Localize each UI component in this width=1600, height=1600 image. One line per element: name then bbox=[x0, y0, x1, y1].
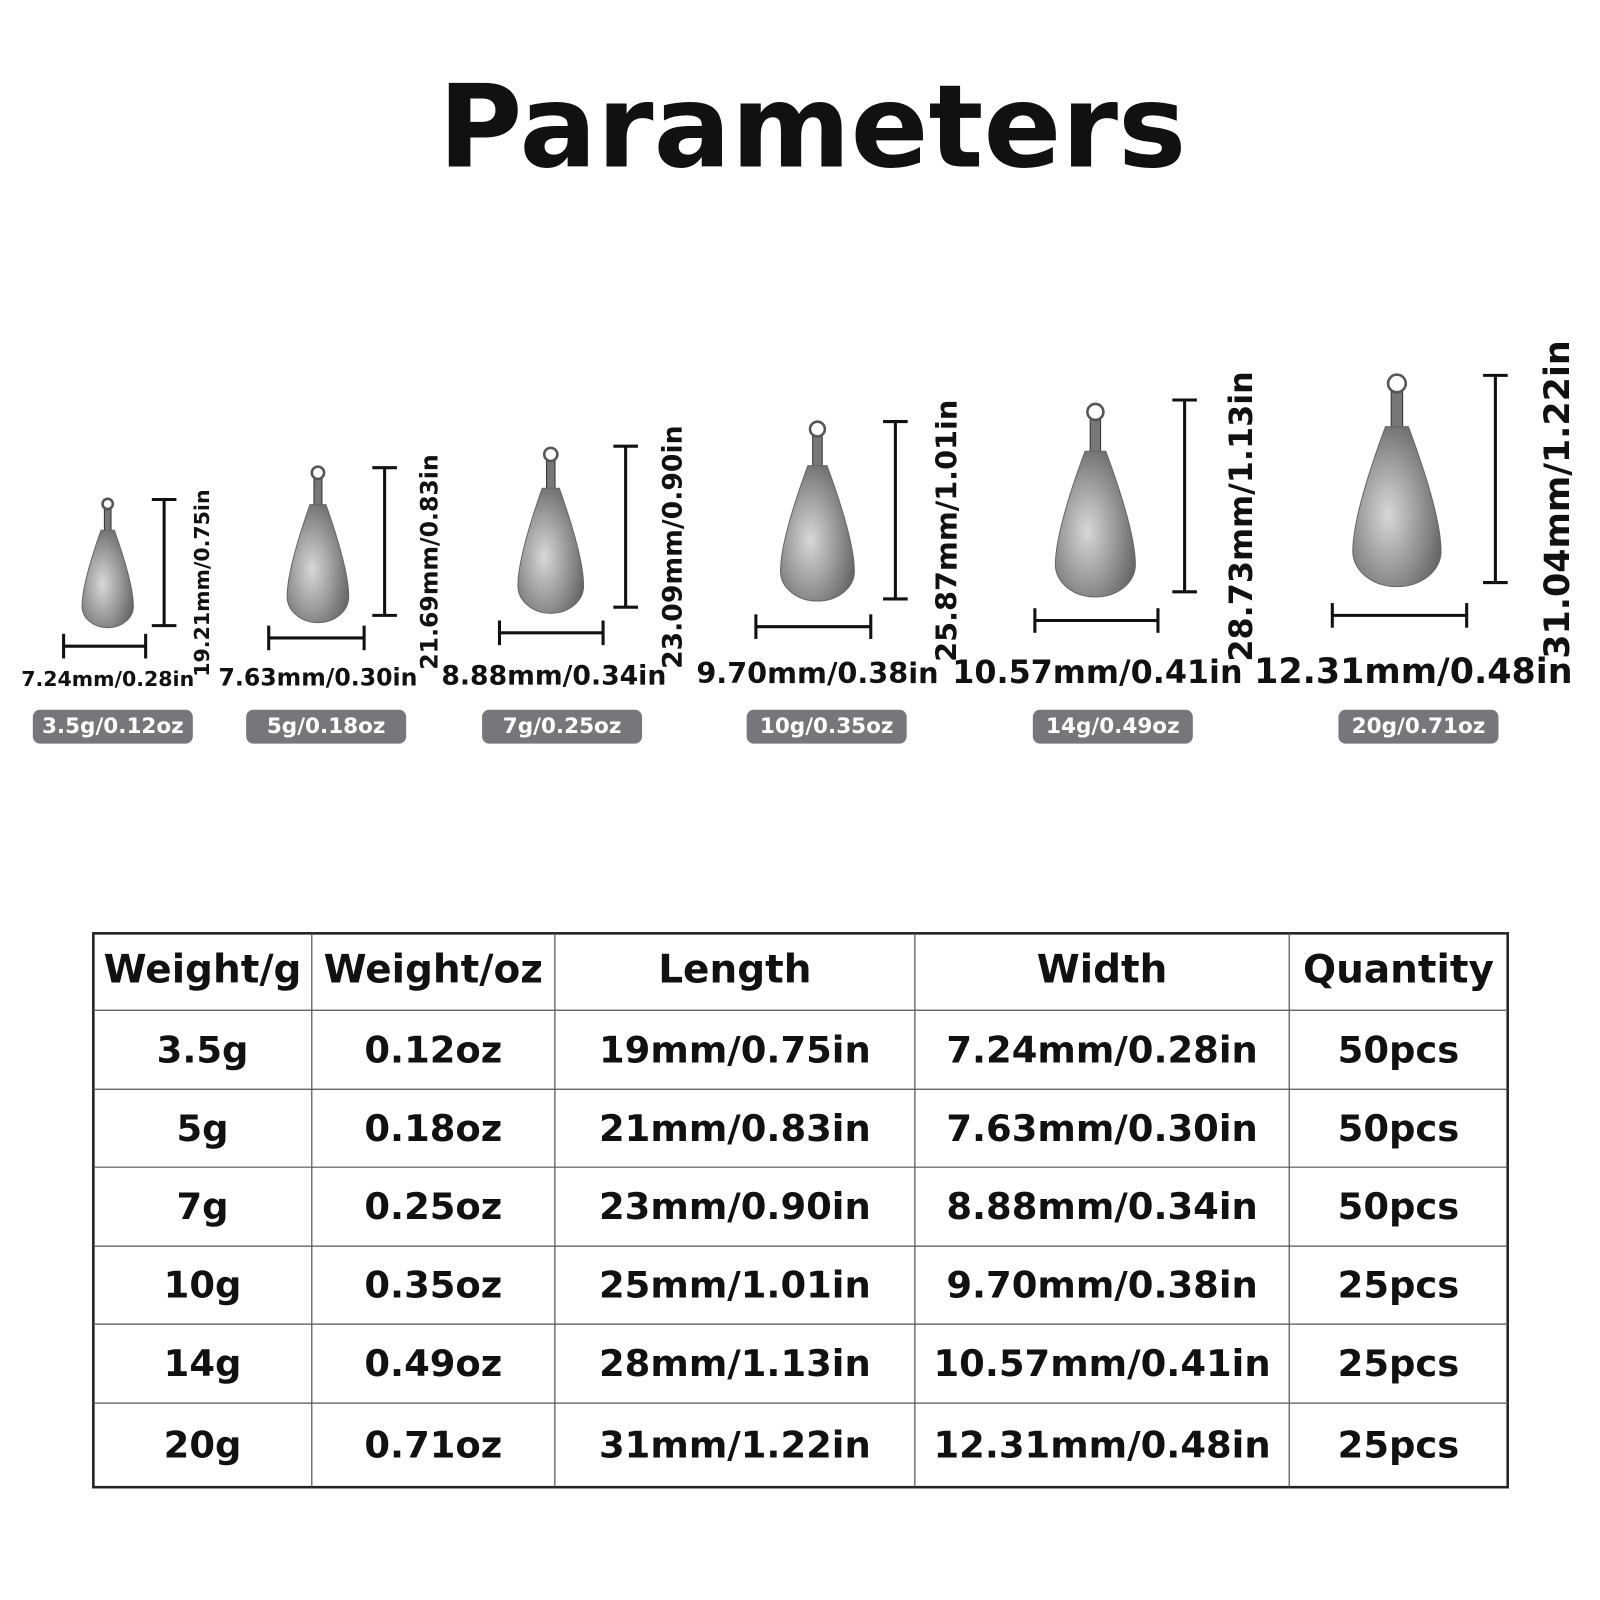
swivel bbox=[1089, 418, 1102, 455]
table-cell: 7.24mm/0.28in bbox=[946, 1028, 1257, 1071]
table-header: Width bbox=[1037, 947, 1168, 992]
table-cell: 0.35oz bbox=[364, 1264, 502, 1307]
table-cell: 3.5g bbox=[157, 1028, 249, 1071]
swivel-ring bbox=[101, 497, 115, 511]
table-cell: 31mm/1.22in bbox=[599, 1424, 871, 1467]
weight-badge bbox=[1032, 709, 1193, 744]
table-cell: 0.18oz bbox=[364, 1107, 502, 1150]
table-cell: 10g bbox=[164, 1264, 242, 1307]
table-cell: 50pcs bbox=[1338, 1107, 1460, 1150]
table-cell: 25pcs bbox=[1338, 1342, 1460, 1385]
sinker bbox=[286, 504, 350, 624]
height-label: 28.73mm/1.13in bbox=[1223, 371, 1260, 661]
weight-label: 10g/0.35oz bbox=[760, 714, 894, 739]
weight-label: 3.5g/0.12oz bbox=[42, 714, 184, 739]
table-cell: 0.12oz bbox=[364, 1028, 502, 1071]
table-cell: 0.25oz bbox=[364, 1185, 502, 1228]
weight-label: 20g/0.71oz bbox=[1352, 714, 1486, 739]
height-label: 31.04mm/1.22in bbox=[1538, 340, 1578, 658]
table-header: Weight/g bbox=[104, 947, 302, 992]
table-cell: 21mm/0.83in bbox=[599, 1107, 871, 1150]
swivel bbox=[812, 435, 823, 469]
table-border bbox=[92, 932, 1509, 1489]
weight-label: 5g/0.18oz bbox=[267, 714, 386, 739]
table-cell: 5g bbox=[177, 1107, 229, 1150]
swivel bbox=[1390, 390, 1404, 431]
table-cell: 28mm/1.13in bbox=[599, 1342, 871, 1385]
width-label: 8.88mm/0.34in bbox=[441, 660, 666, 691]
swivel-ring bbox=[1086, 402, 1105, 422]
table-cell: 19mm/0.75in bbox=[599, 1028, 871, 1071]
swivel-ring bbox=[310, 465, 326, 481]
weight-badge bbox=[1338, 709, 1499, 744]
swivel-ring bbox=[808, 420, 827, 438]
swivel-ring bbox=[542, 446, 559, 463]
table-header: Quantity bbox=[1303, 947, 1494, 992]
swivel-ring bbox=[1386, 373, 1408, 394]
table-cell: 50pcs bbox=[1338, 1028, 1460, 1071]
table-header: Length bbox=[658, 947, 811, 992]
table-cell: 7.63mm/0.30in bbox=[946, 1107, 1257, 1150]
table-cell: 23mm/0.90in bbox=[599, 1185, 871, 1228]
width-label: 7.63mm/0.30in bbox=[218, 663, 417, 691]
width-label: 9.70mm/0.38in bbox=[696, 656, 938, 690]
table-cell: 12.31mm/0.48in bbox=[933, 1424, 1270, 1467]
table-cell: 50pcs bbox=[1338, 1185, 1460, 1228]
table-cell: 20g bbox=[164, 1424, 242, 1467]
table-cell: 25pcs bbox=[1338, 1264, 1460, 1307]
weight-label: 7g/0.25oz bbox=[503, 714, 622, 739]
weight-badge bbox=[32, 709, 193, 744]
sinker bbox=[517, 487, 585, 614]
swivel bbox=[313, 478, 323, 508]
swivel bbox=[103, 508, 112, 533]
height-label: 19.21mm/0.75in bbox=[190, 489, 214, 676]
table-cell: 25mm/1.01in bbox=[599, 1264, 871, 1307]
sinker bbox=[81, 529, 134, 629]
table-cell: 8.88mm/0.34in bbox=[946, 1185, 1257, 1228]
width-label: 12.31mm/0.48in bbox=[1254, 652, 1572, 692]
width-label: 7.24mm/0.28in bbox=[21, 667, 194, 691]
table-header: Weight/oz bbox=[324, 947, 543, 992]
height-label: 21.69mm/0.83in bbox=[415, 454, 443, 669]
table-cell: 10.57mm/0.41in bbox=[933, 1342, 1270, 1385]
height-label: 25.87mm/1.01in bbox=[930, 400, 964, 662]
sinker bbox=[779, 465, 855, 602]
table-cell: 14g bbox=[164, 1342, 242, 1385]
sinker bbox=[1352, 426, 1442, 588]
table-cell: 25pcs bbox=[1338, 1424, 1460, 1467]
height-label: 23.09mm/0.90in bbox=[657, 425, 688, 669]
table-cell: 0.49oz bbox=[364, 1342, 502, 1385]
swivel bbox=[545, 460, 556, 492]
weight-badge bbox=[746, 709, 907, 744]
weight-badge bbox=[246, 709, 407, 744]
width-label: 10.57mm/0.41in bbox=[952, 654, 1242, 691]
sinker bbox=[1054, 450, 1136, 598]
weight-label: 14g/0.49oz bbox=[1046, 714, 1180, 739]
weight-badge bbox=[482, 709, 643, 744]
table-cell: 0.71oz bbox=[364, 1424, 502, 1467]
table-cell: 7g bbox=[177, 1185, 229, 1228]
title: Parameters bbox=[438, 61, 1186, 195]
table-cell: 9.70mm/0.38in bbox=[946, 1264, 1257, 1307]
